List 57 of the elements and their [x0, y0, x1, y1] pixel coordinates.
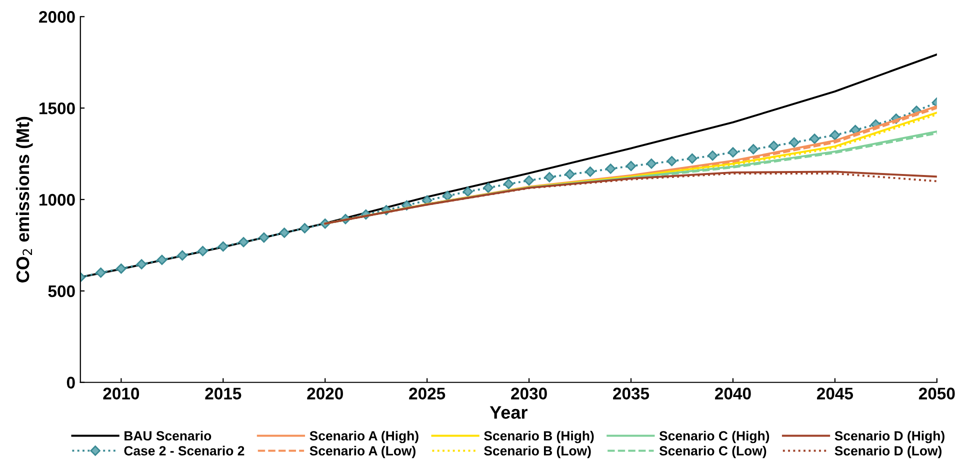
x-tick-label: 2025 — [409, 388, 446, 400]
point — [462, 186, 473, 197]
x-tick-label: 2030 — [511, 388, 547, 400]
legend-label: Scenario A (High) — [310, 430, 418, 444]
point — [789, 137, 800, 148]
point — [585, 166, 596, 177]
point — [177, 250, 188, 261]
legend-label: Scenario C (High) — [659, 430, 770, 444]
point — [198, 246, 208, 256]
legend-label: Scenario D (Low) — [834, 446, 942, 458]
point — [646, 158, 657, 169]
point — [258, 232, 270, 243]
point — [768, 140, 779, 152]
legend-label: Scenario D (High) — [834, 430, 944, 444]
legend-label: Case 2 - Scenario 2 — [124, 446, 244, 456]
point — [279, 228, 290, 238]
point — [809, 134, 820, 144]
y-tick-label: 1000 — [40, 194, 75, 206]
point — [830, 130, 840, 140]
point — [300, 223, 310, 234]
point — [748, 144, 758, 154]
legend-label: Scenario A (Low) — [310, 446, 416, 458]
point — [156, 254, 168, 265]
point — [687, 153, 698, 164]
legend-label: Scenario C (Low) — [659, 446, 766, 458]
point — [442, 190, 453, 201]
x-tick-label: 2045 — [816, 388, 854, 400]
point — [626, 160, 636, 172]
x-tick-label: 2040 — [715, 388, 751, 400]
point — [116, 264, 126, 274]
point — [218, 241, 228, 252]
x-tick-label: 2035 — [613, 388, 650, 400]
point — [483, 182, 494, 193]
point — [666, 156, 677, 166]
y-tick-label: 1500 — [40, 102, 75, 114]
y-tick-label: 0 — [66, 376, 75, 389]
point — [96, 268, 106, 278]
y-axis-title: CO$_{2}$ emissions (Mt) — [16, 116, 33, 282]
point — [136, 259, 147, 270]
legend-label: Scenario B (High) — [484, 430, 594, 444]
x-tick-label: 2015 — [205, 388, 242, 400]
x-axis-title: Year — [490, 406, 528, 419]
y-tick-label: 500 — [48, 285, 75, 298]
point — [238, 236, 249, 248]
x-tick-label: 2010 — [103, 388, 140, 400]
point — [564, 169, 575, 180]
x-tick-label: 2020 — [307, 388, 343, 400]
point — [707, 150, 718, 161]
point — [605, 164, 616, 174]
point — [524, 175, 534, 186]
point — [504, 178, 514, 190]
point — [544, 172, 555, 182]
point — [728, 147, 738, 158]
legend-label: BAU Scenario — [124, 430, 212, 441]
legend-label: Scenario B (Low) — [484, 446, 591, 458]
x-tick-label: 2050 — [918, 388, 955, 400]
y-tick-label: 2000 — [39, 11, 75, 23]
